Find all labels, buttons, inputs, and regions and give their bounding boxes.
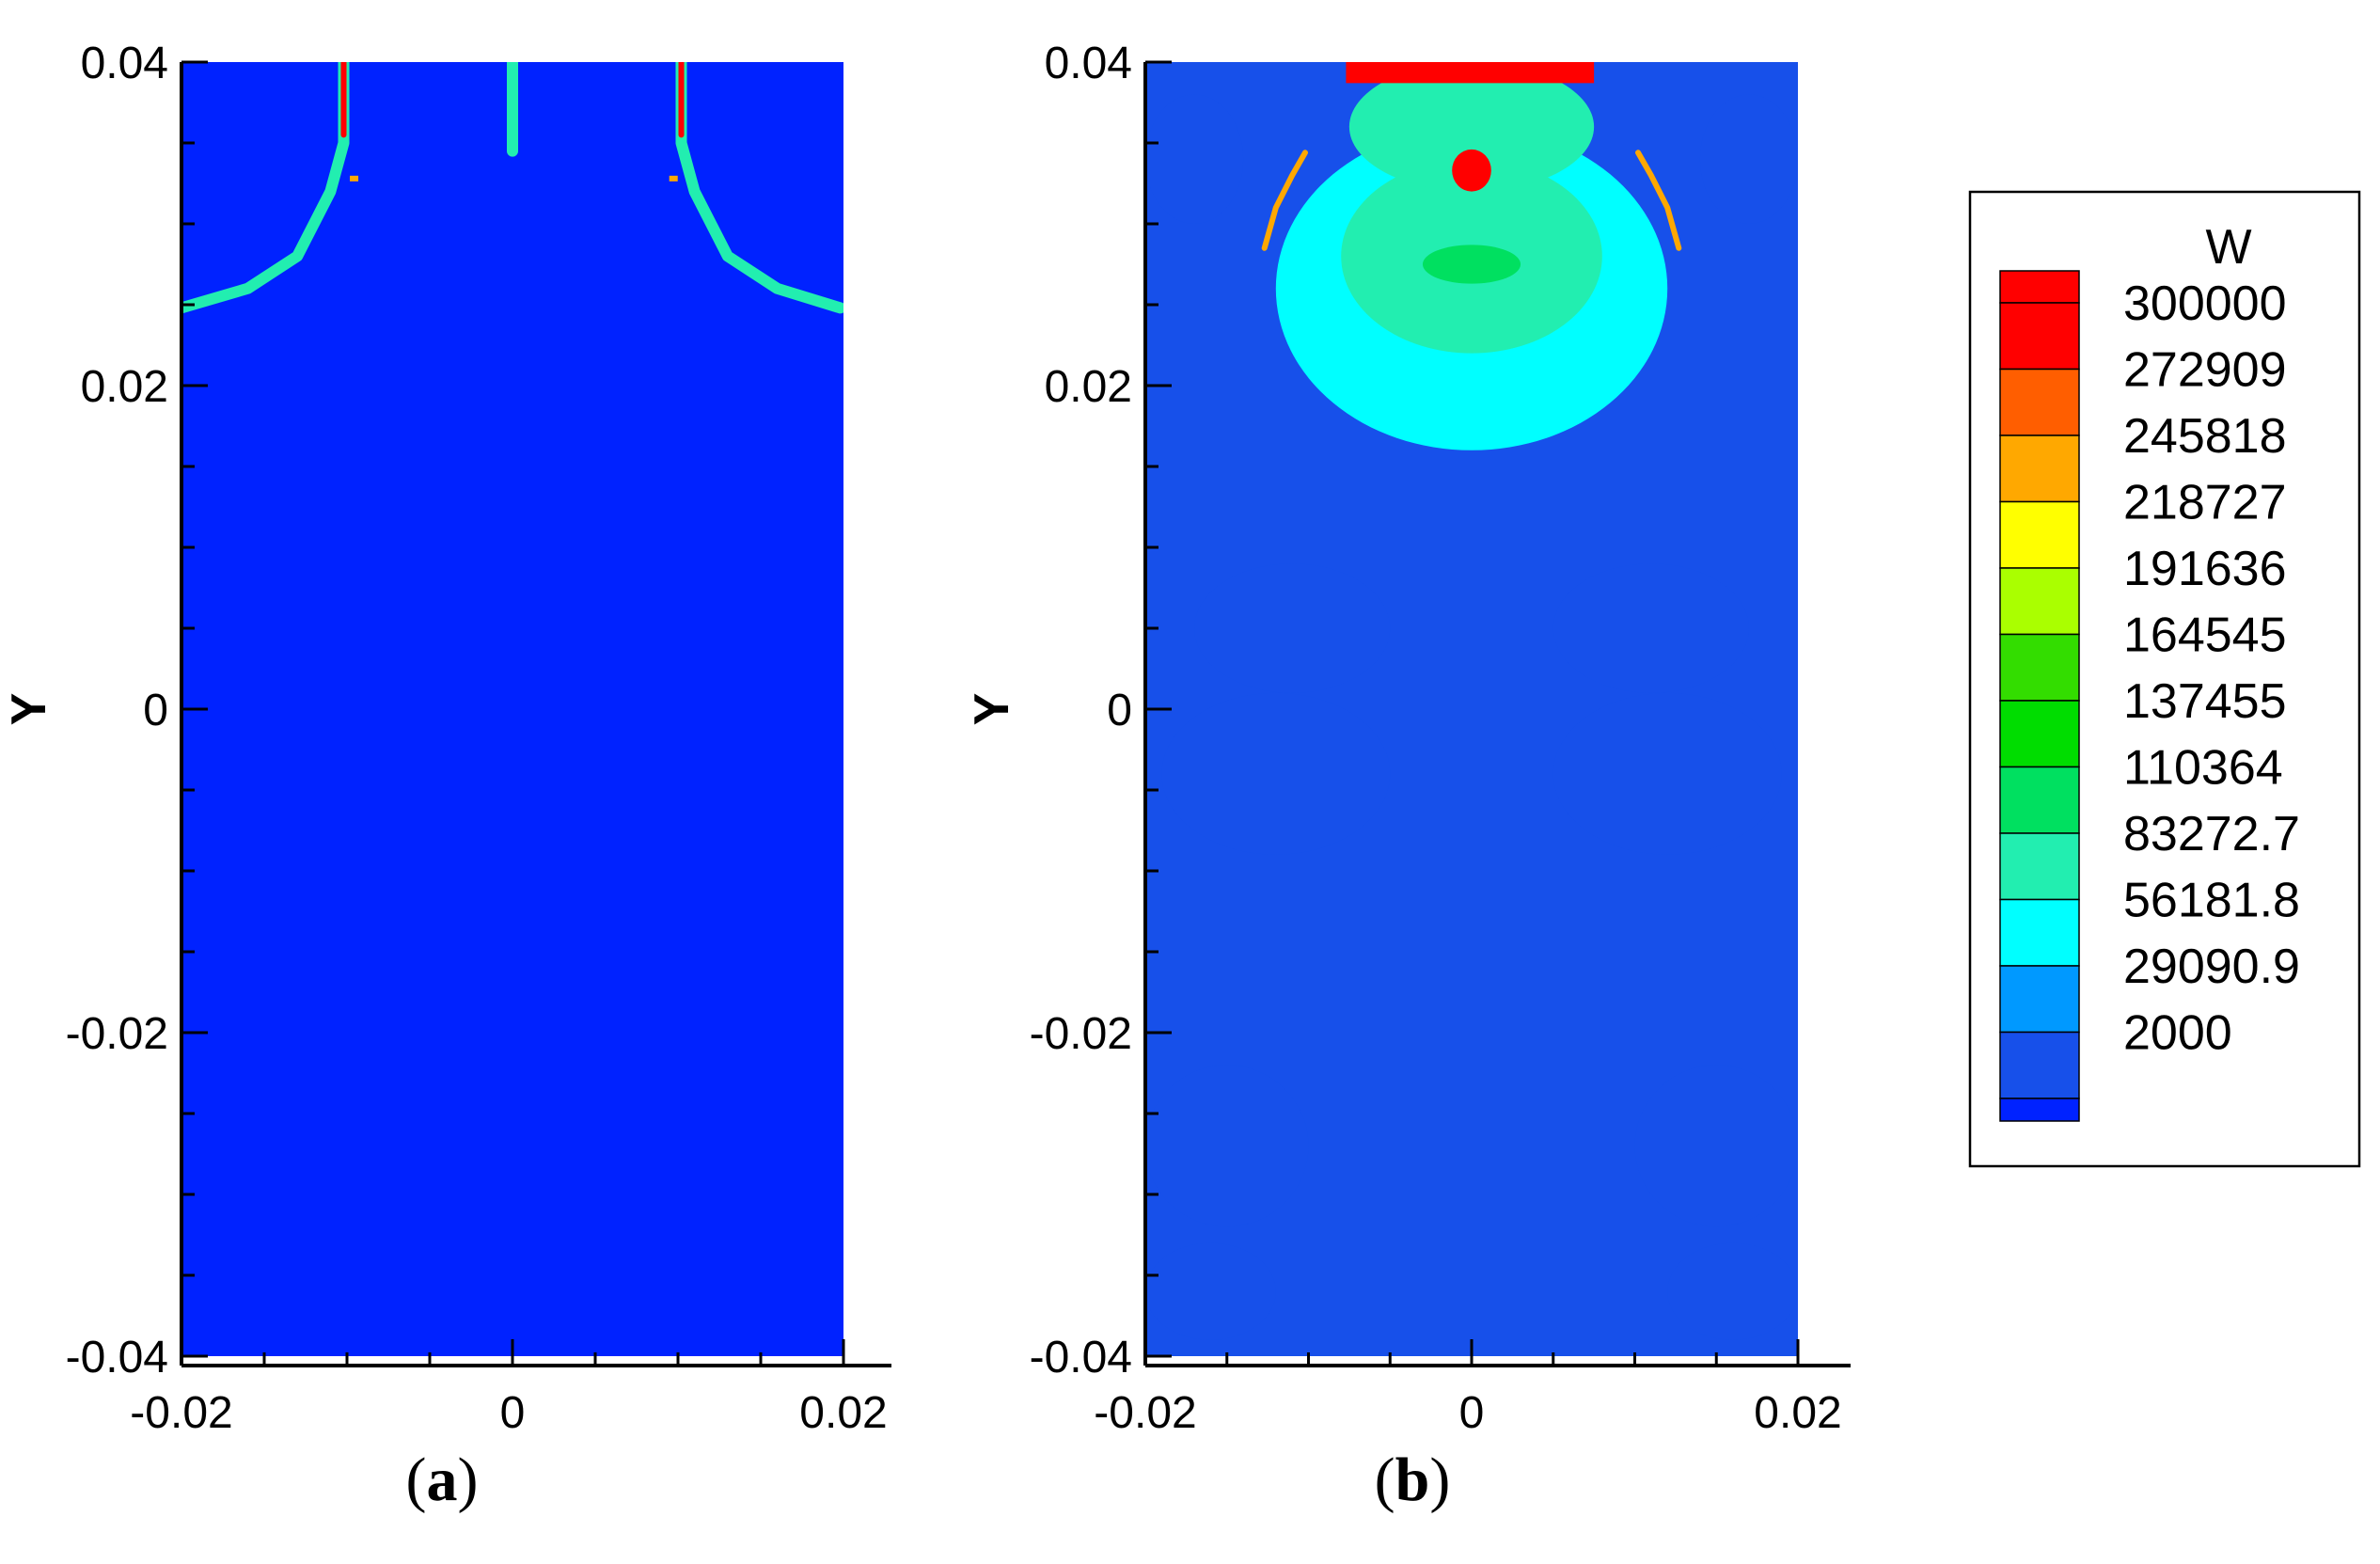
contour-panel-b: 0.04 0.02 0 -0.02 -0.04 -0.02 0 0.02 Y [965,39,1851,1438]
panel-a-label-open: ( [406,1446,427,1514]
legend: W 300000 272909 245818 218727 191636 164545 13… [1968,190,2361,1168]
svg-text:(a): (a) [406,1446,479,1514]
contour-region [1634,1065,1798,1227]
contour-region [1553,563,1749,693]
contour-line [1635,150,1682,251]
legend-label: 29090.9 [2123,940,2300,994]
x-tick-label: 0 [1459,1388,1485,1438]
contour-region [1145,94,1244,224]
legend-swatch-bottom [1999,1098,2080,1122]
contour-panel-a: 0.04 0.02 0 -0.02 -0.04 -0.02 0 0.02 Y [2,39,891,1438]
y-tick-label: 0.02 [81,362,168,412]
y-tick-label: -0.04 [66,1333,168,1382]
contour-region [1553,692,1782,855]
x-tick-label: 0 [500,1388,526,1438]
legend-label: 272909 [2123,343,2287,398]
legend-swatch [1999,434,2080,503]
x-tick-label: 0.02 [799,1388,887,1438]
y-tick-label: 0 [143,686,168,735]
legend-label: 110364 [2123,741,2283,796]
legend-swatch [1999,368,2080,436]
legend-label: 300000 [2123,276,2287,331]
y-tick-label: 0 [1107,686,1132,735]
legend-label: 83272.7 [2123,807,2300,861]
y-tick-label: -0.04 [1030,1333,1132,1382]
legend-label: 191636 [2123,542,2287,596]
y-tick-label: 0.04 [81,39,168,88]
y-tick-label: 0.04 [1045,39,1132,88]
contour-field [181,62,843,1356]
panel-b-label: (b) [1375,1446,1451,1514]
panel-a-label: (a) [406,1446,479,1514]
contour-region [1699,94,1798,224]
legend-swatch [1999,500,2080,569]
legend-swatch [1999,965,2080,1034]
legend-swatch [1999,567,2080,636]
legend-swatch [1999,898,2080,967]
legend-swatch [1999,700,2080,768]
contour-spot [669,175,678,182]
panel-b-label-open: ( [1375,1446,1395,1514]
legend-swatch [1999,633,2080,702]
panel-a-label-close: ) [458,1446,479,1514]
contour-region [1145,1242,1276,1340]
x-tick-label: -0.02 [130,1388,232,1438]
contour-region [1161,692,1391,855]
contour-region [1194,563,1391,693]
y-axis-title: Y [965,693,1019,726]
x-tick-label: 0.02 [1754,1388,1841,1438]
contour-region [1452,149,1491,192]
legend-label: 164545 [2123,608,2287,663]
legend-label: 245818 [2123,409,2287,464]
legend-swatch-top [1999,270,2080,304]
legend-label: 137455 [2123,674,2287,729]
legend-swatches: 300000 272909 245818 218727 191636 164545 1374… [1999,270,2300,1122]
legend-swatch [1999,832,2080,901]
panel-b-label-letter: b [1395,1446,1430,1514]
y-tick-label: -0.02 [1030,1009,1132,1059]
y-tick-label: -0.02 [66,1009,168,1059]
contour-band [1346,62,1595,84]
legend-title: W [2205,220,2251,275]
svg-text:(b): (b) [1375,1446,1451,1514]
contour-region [1667,1242,1798,1340]
legend-swatch [1999,302,2080,371]
contour-region [1422,245,1521,284]
panel-a-label-letter: a [427,1446,458,1514]
legend-label: 218727 [2123,476,2287,530]
legend-swatch [1999,766,2080,834]
y-axis-title: Y [2,693,56,726]
legend-label: 56181.8 [2123,874,2300,928]
legend-swatch [1999,1031,2080,1099]
panel-b-label-close: ) [1429,1446,1450,1514]
contour-region [1145,1065,1309,1227]
legend-label: 2000 [2123,1006,2232,1061]
contour-region [1348,62,1595,192]
x-tick-label: -0.02 [1094,1388,1196,1438]
y-tick-label: 0.02 [1045,362,1132,412]
contour-spot [350,175,359,182]
contour-line [1261,150,1308,251]
